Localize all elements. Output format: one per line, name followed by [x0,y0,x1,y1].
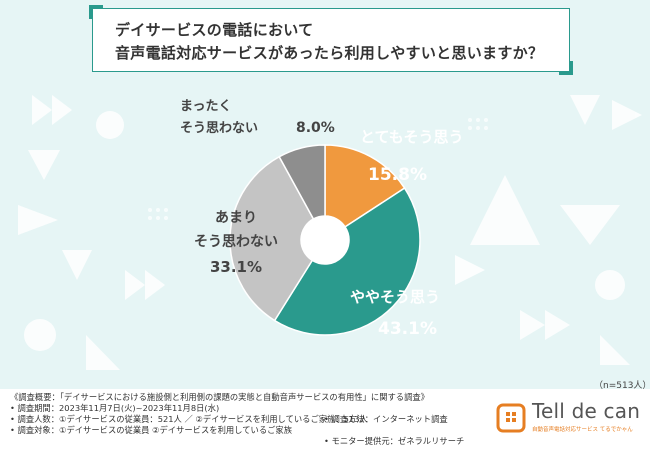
survey-title: 《調査概要：「デイサービスにおける施設側と利用側の課題の実態と自動音声サービスの… [10,392,429,402]
question-line-1: デイサービスの電話において [115,21,314,39]
slice-value-1: 15.8% [368,165,427,185]
survey-summary-right: • 調査方法：インターネット調査 • モニター提供元：ゼネラルリサーチ [324,414,464,447]
slice-value-3: 33.1% [210,258,262,276]
footer: 《調査概要：「デイサービスにおける施設側と利用側の課題の実態と自動音声サービスの… [0,389,650,450]
slice-label-1-line-1: とてもそう思う [360,128,464,146]
donut-chart: とてもそう思う15.8%ややそう思う43.1%あまりそう思わない33.1%まった… [180,99,464,339]
donut-hole [301,216,349,264]
slice-value-2: 43.1% [378,319,437,339]
survey-summary: 《調査概要：「デイサービスにおける施設側と利用側の課題の実態と自動音声サービスの… [10,392,429,436]
sample-size-label: （n=513人） [594,381,650,391]
corner-accent-top-left [89,5,103,19]
logo-tagline: 自動音声電話対応サービス てるでかゃん [532,427,633,433]
slice-label-2-line-1: ややそう思う [350,288,440,306]
survey-method: • 調査方法：インターネット調査 [324,414,448,424]
question-line-2: 音声電話対応サービスがあったら利用しやすいと思いますか？ [115,44,544,62]
slice-label-4-line-1: まったく [180,99,231,114]
survey-target: • 調査対象：①デイサービスの従業員 ②デイサービスを利用しているご家族 [10,425,293,435]
question-box: デイサービスの電話において 音声電話対応サービスがあったら利用しやすいと思います… [89,5,573,75]
survey-provider: • モニター提供元：ゼネラルリサーチ [324,436,465,446]
slice-label-4-line-2: そう思わない [180,121,258,136]
survey-count: • 調査人数：①デイサービスの従業員：521人 ／ ②デイサービスを利用している… [10,414,368,424]
slice-label-3-line-1: あまり [215,210,257,226]
slice-value-4: 8.0% [296,120,335,136]
logo-name: Tell de can [532,399,641,423]
tell-de-can-logo: Tell de can 自動音声電話対応サービス てるでかゃん [496,399,646,443]
slice-label-3-line-2: そう思わない [194,234,278,250]
pie-slice-1 [324,144,406,228]
survey-period: • 調査期間：2023年11月7日(火)~2023年11月8日(水) [10,403,220,413]
phone-icon [496,403,526,433]
corner-accent-bottom-right [559,61,573,75]
